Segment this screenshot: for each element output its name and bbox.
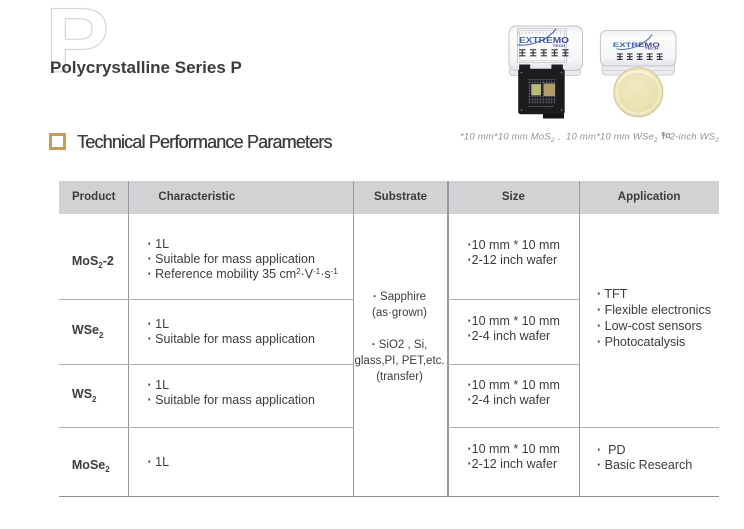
svg-text:EXTREMO: EXTREMO bbox=[519, 36, 569, 45]
svg-text:EXTREMO: EXTREMO bbox=[613, 42, 660, 49]
svg-text:TECH: TECH bbox=[645, 47, 660, 51]
svg-text:TECH: TECH bbox=[553, 44, 567, 48]
